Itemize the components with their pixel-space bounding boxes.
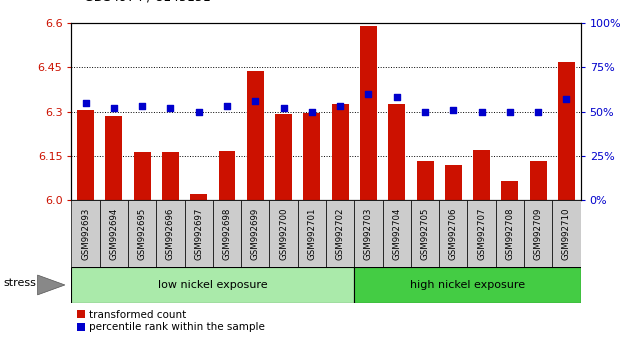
Bar xyxy=(445,165,462,200)
Bar xyxy=(184,200,213,267)
Point xyxy=(81,100,91,105)
Bar xyxy=(77,110,94,200)
Text: low nickel exposure: low nickel exposure xyxy=(158,280,268,290)
Text: GSM992696: GSM992696 xyxy=(166,207,175,260)
Bar xyxy=(213,200,241,267)
Text: GDS4974 / 8145151: GDS4974 / 8145151 xyxy=(84,0,211,4)
Bar xyxy=(388,104,406,200)
Bar xyxy=(501,181,519,200)
Text: GSM992698: GSM992698 xyxy=(222,207,232,260)
Point xyxy=(250,98,260,104)
Text: GSM992709: GSM992709 xyxy=(533,207,543,260)
Text: GSM992694: GSM992694 xyxy=(109,207,119,260)
Point xyxy=(363,91,373,97)
Polygon shape xyxy=(38,275,65,295)
Text: GSM992708: GSM992708 xyxy=(505,207,514,260)
Text: high nickel exposure: high nickel exposure xyxy=(410,280,525,290)
Point xyxy=(222,103,232,109)
Point xyxy=(505,109,515,114)
Text: GSM992699: GSM992699 xyxy=(251,207,260,260)
Text: GSM992693: GSM992693 xyxy=(81,207,90,260)
Text: GSM992707: GSM992707 xyxy=(477,207,486,260)
Bar xyxy=(71,267,355,303)
Text: stress: stress xyxy=(3,278,36,288)
Bar xyxy=(468,200,496,267)
Bar xyxy=(304,113,320,200)
Bar xyxy=(128,200,156,267)
Point xyxy=(194,109,204,114)
Text: GSM992703: GSM992703 xyxy=(364,207,373,260)
Bar xyxy=(355,267,581,303)
Point xyxy=(335,103,345,109)
Point xyxy=(420,109,430,114)
Bar xyxy=(270,200,297,267)
Bar xyxy=(496,200,524,267)
Point xyxy=(448,107,458,113)
Bar xyxy=(552,200,581,267)
Bar xyxy=(473,150,490,200)
Bar xyxy=(530,161,546,200)
Text: GSM992710: GSM992710 xyxy=(562,207,571,260)
Text: GSM992697: GSM992697 xyxy=(194,207,203,260)
Bar xyxy=(247,71,264,200)
Point xyxy=(533,109,543,114)
Bar xyxy=(355,200,383,267)
Bar xyxy=(190,194,207,200)
Bar xyxy=(162,152,179,200)
Bar xyxy=(417,161,433,200)
Bar xyxy=(524,200,552,267)
Bar xyxy=(100,200,128,267)
Point xyxy=(279,105,289,111)
Point xyxy=(477,109,487,114)
Bar xyxy=(332,104,348,200)
Text: GSM992695: GSM992695 xyxy=(138,207,147,260)
Point xyxy=(165,105,175,111)
Point xyxy=(109,105,119,111)
Point xyxy=(307,109,317,114)
Bar xyxy=(71,200,100,267)
Bar xyxy=(360,26,377,200)
Bar xyxy=(326,200,355,267)
Bar xyxy=(241,200,270,267)
Bar xyxy=(383,200,411,267)
Bar xyxy=(156,200,184,267)
Text: GSM992701: GSM992701 xyxy=(307,207,316,260)
Bar xyxy=(297,200,326,267)
Text: GSM992706: GSM992706 xyxy=(449,207,458,260)
Bar xyxy=(106,116,122,200)
Bar xyxy=(134,152,151,200)
Bar xyxy=(558,62,575,200)
Bar xyxy=(275,114,292,200)
Text: GSM992704: GSM992704 xyxy=(392,207,401,260)
Bar xyxy=(439,200,468,267)
Text: GSM992705: GSM992705 xyxy=(420,207,430,260)
Bar xyxy=(411,200,439,267)
Bar xyxy=(219,151,235,200)
Text: GSM992702: GSM992702 xyxy=(336,207,345,260)
Legend: transformed count, percentile rank within the sample: transformed count, percentile rank withi… xyxy=(76,310,265,332)
Text: GSM992700: GSM992700 xyxy=(279,207,288,260)
Point xyxy=(392,95,402,100)
Point xyxy=(137,103,147,109)
Point xyxy=(561,96,571,102)
